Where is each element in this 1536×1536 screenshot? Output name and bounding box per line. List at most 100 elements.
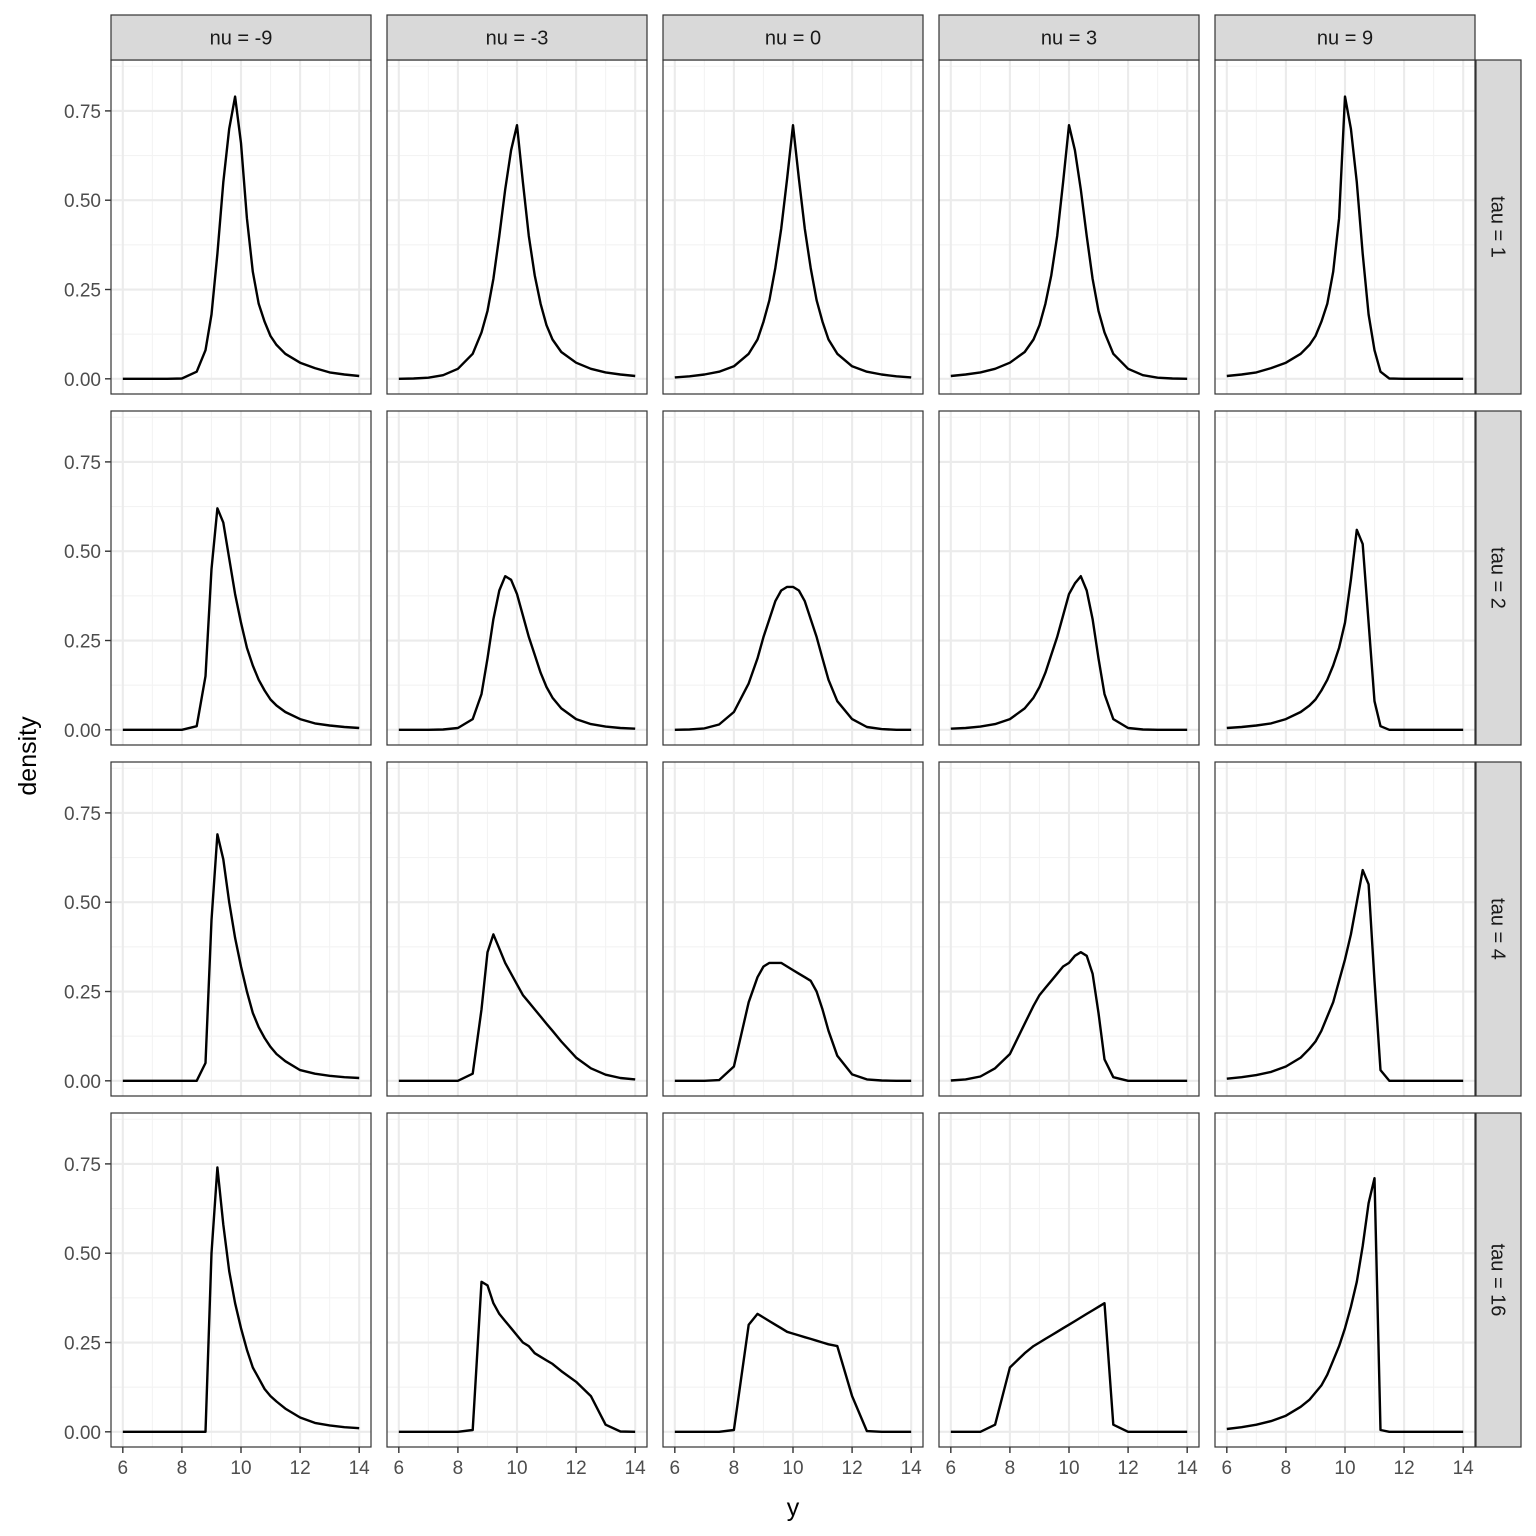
density-curve — [1226, 528, 1464, 731]
facet-panel: 6 8 10 12 14 — [1214, 1112, 1476, 1479]
y-tick-label: 0.00 — [64, 370, 101, 391]
column-strip — [662, 14, 924, 61]
density-curve — [398, 123, 636, 380]
panel-border — [110, 410, 372, 746]
x-tick-label: 8 — [729, 1458, 740, 1479]
density-curve — [950, 575, 1188, 731]
column-strip — [1214, 14, 1476, 61]
facet-panel — [938, 410, 1200, 746]
facet-panel: 6 8 10 12 14 — [938, 1112, 1200, 1479]
x-tick-label: 6 — [946, 1458, 957, 1479]
facet-panel: 6 8 10 12 14 — [662, 1112, 924, 1479]
x-tick-label: 6 — [1222, 1458, 1233, 1479]
row-strip-label: tau = 4 — [1487, 898, 1509, 960]
facet-panel — [662, 410, 924, 746]
facet-panel — [1214, 761, 1476, 1097]
x-tick-label: 12 — [842, 1458, 863, 1479]
x-tick-label: 6 — [394, 1458, 405, 1479]
y-tick-label: 0.25 — [64, 983, 101, 1004]
facet-panel: 6 8 10 12 14 — [386, 1112, 648, 1479]
y-tick-label: 0.00 — [64, 1423, 101, 1444]
column-strip-label: nu = 9 — [1317, 28, 1373, 50]
facet-panel — [1214, 410, 1476, 746]
density-curve — [950, 1301, 1188, 1434]
row-strip — [1475, 410, 1522, 746]
row-strip — [1475, 1112, 1522, 1448]
y-tick-label: 0.25 — [64, 281, 101, 302]
facet-panel: 0.00 0.25 0.50 0.75 — [64, 59, 372, 395]
panel-border — [662, 761, 924, 1097]
y-tick-label: 0.75 — [64, 804, 101, 825]
x-tick-label: 8 — [1281, 1458, 1292, 1479]
density-curve — [122, 833, 360, 1083]
x-tick-label: 14 — [901, 1458, 923, 1479]
panel-border — [386, 761, 648, 1097]
facet-panel — [386, 59, 648, 395]
y-tick-label: 0.50 — [64, 542, 101, 563]
facet-panel — [938, 761, 1200, 1097]
x-tick-label: 6 — [670, 1458, 681, 1479]
y-tick-label: 0.25 — [64, 1334, 101, 1355]
column-strip — [386, 14, 648, 61]
panel-border — [386, 410, 648, 746]
density-curve — [122, 1166, 360, 1434]
x-axis-title: y — [787, 1494, 800, 1522]
panel-border — [1214, 410, 1476, 746]
density-curve — [950, 951, 1188, 1083]
panel-border — [938, 410, 1200, 746]
x-tick-label: 12 — [290, 1458, 311, 1479]
panel-grid: 0.00 0.25 0.50 0.75 0.00 0.25 0.50 0.75 0.00 0.25… — [64, 14, 1522, 1479]
row-strip — [1475, 761, 1522, 1097]
density-curve — [1226, 868, 1464, 1083]
x-tick-label: 8 — [1005, 1458, 1016, 1479]
x-tick-label: 10 — [230, 1458, 251, 1479]
density-curve — [1226, 1176, 1464, 1434]
column-strip — [938, 14, 1200, 61]
x-tick-label: 8 — [177, 1458, 188, 1479]
column-strip-label: nu = -3 — [486, 28, 549, 50]
x-tick-label: 6 — [118, 1458, 129, 1479]
facet-panel — [662, 59, 924, 395]
x-tick-label: 14 — [349, 1458, 371, 1479]
row-strip-label: tau = 2 — [1487, 547, 1509, 609]
panel-border — [1214, 761, 1476, 1097]
column-strip-label: nu = 0 — [765, 28, 821, 50]
y-tick-label: 0.75 — [64, 102, 101, 123]
row-strip — [1475, 59, 1522, 395]
facet-panel: 0.00 0.25 0.50 0.75 — [64, 410, 372, 746]
facet-panel: 0.00 0.25 0.50 0.75 — [64, 761, 372, 1097]
facet-panel — [386, 761, 648, 1097]
facet-panel — [386, 410, 648, 746]
column-strip-label: nu = -9 — [210, 28, 273, 50]
x-tick-label: 14 — [625, 1458, 647, 1479]
facet-panel: 0.00 0.25 0.50 0.75 6 8 10 12 14 — [64, 1112, 372, 1479]
y-axis-title: density — [14, 716, 42, 796]
column-strip — [110, 14, 372, 61]
x-tick-label: 12 — [1118, 1458, 1139, 1479]
y-tick-label: 0.00 — [64, 1072, 101, 1093]
density-curve — [1226, 95, 1464, 380]
panel-border — [938, 761, 1200, 1097]
x-tick-label: 10 — [782, 1458, 803, 1479]
x-tick-label: 10 — [1058, 1458, 1079, 1479]
x-tick-label: 14 — [1177, 1458, 1199, 1479]
x-tick-label: 8 — [453, 1458, 464, 1479]
facet-panel — [1214, 59, 1476, 395]
y-tick-label: 0.50 — [64, 893, 101, 914]
density-curve — [674, 585, 912, 731]
column-strip-label: nu = 3 — [1041, 28, 1097, 50]
x-tick-label: 12 — [566, 1458, 587, 1479]
y-tick-label: 0.50 — [64, 191, 101, 212]
facet-panel — [662, 761, 924, 1097]
row-strip-label: tau = 16 — [1487, 1244, 1509, 1317]
x-tick-label: 10 — [1334, 1458, 1355, 1479]
x-tick-label: 10 — [506, 1458, 527, 1479]
panel-border — [662, 410, 924, 746]
density-curve — [122, 507, 360, 731]
y-tick-label: 0.50 — [64, 1244, 101, 1265]
x-tick-label: 12 — [1394, 1458, 1415, 1479]
y-tick-label: 0.25 — [64, 632, 101, 653]
density-curve — [674, 1312, 912, 1434]
density-curve — [398, 1280, 636, 1434]
